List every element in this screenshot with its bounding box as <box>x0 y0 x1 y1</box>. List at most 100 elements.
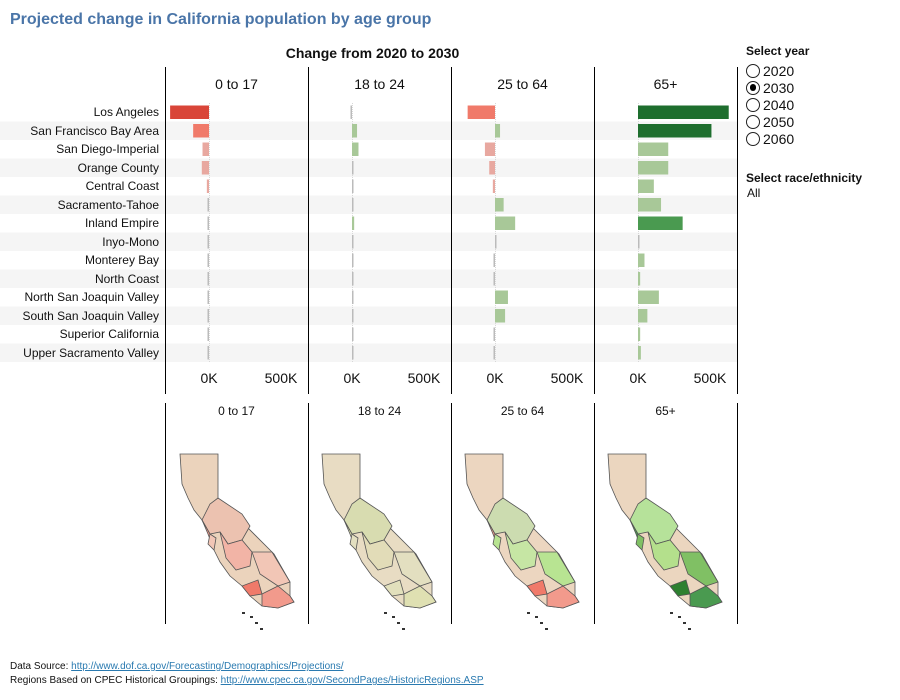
island <box>255 622 258 624</box>
region-label: South San Joaquin Valley <box>22 308 159 323</box>
bar-2-12 <box>352 309 354 323</box>
island <box>397 622 400 624</box>
bar-3-1 <box>467 105 495 119</box>
bar-4-7 <box>638 216 683 230</box>
bar-1-6 <box>207 198 209 212</box>
radio-icon[interactable] <box>746 97 760 112</box>
bar-2-9 <box>352 253 354 267</box>
bar-1-14 <box>207 346 209 360</box>
bar-2-2 <box>352 124 358 138</box>
map-header-3: 25 to 64 <box>500 404 545 418</box>
bar-1-1 <box>170 105 209 119</box>
radio-icon[interactable] <box>746 63 760 78</box>
region-label: North San Joaquin Valley <box>24 290 159 304</box>
region-inland <box>536 551 576 587</box>
ethnicity-selector[interactable]: All <box>747 186 761 200</box>
region-label: Central Coast <box>85 179 159 193</box>
island <box>683 622 686 624</box>
island <box>545 628 548 630</box>
row-band <box>0 232 737 251</box>
ethnicity-legend-title: Select race/ethnicity <box>746 171 863 185</box>
map-header-2: 18 to 24 <box>357 404 402 418</box>
bar-2-4 <box>352 161 354 175</box>
region-label: Los Angeles <box>93 105 159 119</box>
island <box>250 616 253 618</box>
bar-1-12 <box>207 309 209 323</box>
regions-link[interactable]: http://www.cpec.ca.gov/SecondPages/Histo… <box>220 675 484 686</box>
region-label: Superior California <box>59 327 159 341</box>
radio-icon[interactable] <box>746 80 760 95</box>
bar-4-13 <box>638 327 641 341</box>
year-label: 2020 <box>763 62 795 79</box>
region-label: Inyo-Mono <box>102 234 159 249</box>
bar-3-9 <box>493 253 495 267</box>
year-option-2030[interactable]: 2030 <box>746 79 794 96</box>
island <box>678 616 681 618</box>
year-option-2020[interactable]: 2020 <box>746 62 794 79</box>
california-map-2 <box>321 453 437 630</box>
region-label: San Francisco Bay Area <box>30 123 159 138</box>
radio-icon[interactable] <box>746 114 760 129</box>
island <box>260 628 263 630</box>
source-label: Data Source: <box>10 661 72 672</box>
year-option-2050[interactable]: 2050 <box>746 113 794 130</box>
region-central <box>361 531 395 571</box>
radio-icon[interactable] <box>746 131 760 146</box>
tick-label: 500K <box>693 370 727 386</box>
bar-3-13 <box>493 327 495 341</box>
bar-3-2 <box>495 124 501 138</box>
region-central <box>219 531 253 571</box>
row-band <box>0 121 737 140</box>
island <box>384 612 387 614</box>
bar-1-7 <box>207 216 209 230</box>
map-header-4: 65+ <box>655 404 676 418</box>
bar-4-12 <box>638 309 648 323</box>
year-label: 2050 <box>763 113 795 130</box>
bar-3-10 <box>493 272 495 286</box>
panel-header-3: 25 to 64 <box>497 76 548 92</box>
source-link[interactable]: http://www.dof.ca.gov/Forecasting/Demogr… <box>71 661 344 672</box>
bar-3-7 <box>495 216 516 230</box>
region-label: North Coast <box>94 271 159 286</box>
tick-label: 0K <box>343 370 361 386</box>
tick-label: 500K <box>407 370 441 386</box>
bar-2-14 <box>352 346 354 360</box>
island <box>688 628 691 630</box>
panel-header-4: 65+ <box>653 76 678 92</box>
year-label: 2060 <box>763 130 795 147</box>
bar-4-3 <box>638 142 669 156</box>
bar-3-12 <box>495 309 506 323</box>
row-band <box>0 158 737 177</box>
year-label: 2040 <box>763 96 795 113</box>
bar-2-13 <box>352 327 354 341</box>
region-label: Monterey Bay <box>84 253 159 267</box>
island <box>402 628 405 630</box>
panel-header-1: 0 to 17 <box>215 76 258 92</box>
bar-4-14 <box>638 346 641 360</box>
bar-2-8 <box>352 235 354 249</box>
bar-3-14 <box>493 346 495 360</box>
row-band <box>0 343 737 362</box>
region-sd <box>546 585 580 609</box>
bar-1-3 <box>202 142 209 156</box>
region-label: San Diego-Imperial <box>56 142 159 156</box>
bar-3-11 <box>495 290 508 304</box>
footer-source: Data Source: http://www.dof.ca.gov/Forec… <box>10 661 344 672</box>
bar-1-11 <box>207 290 209 304</box>
region-inland <box>393 551 433 587</box>
year-option-2040[interactable]: 2040 <box>746 96 794 113</box>
bar-2-5 <box>352 179 354 193</box>
island <box>540 622 543 624</box>
year-option-2060[interactable]: 2060 <box>746 130 794 147</box>
region-sf <box>492 533 502 551</box>
bar-1-10 <box>207 272 209 286</box>
region-sd <box>261 585 295 609</box>
chart-subtitle: Change from 2020 to 2030 <box>285 45 460 61</box>
bar-3-8 <box>495 235 497 249</box>
island <box>392 616 395 618</box>
bar-4-8 <box>638 235 640 249</box>
page-title: Projected change in California populatio… <box>10 11 432 28</box>
region-central <box>647 531 681 571</box>
region-sd <box>689 585 723 609</box>
